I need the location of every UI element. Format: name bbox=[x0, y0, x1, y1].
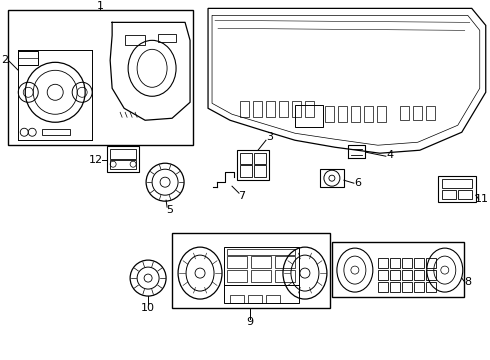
Bar bbox=[377, 106, 386, 122]
Text: 4: 4 bbox=[386, 150, 393, 160]
Bar bbox=[237, 150, 269, 180]
Bar bbox=[254, 153, 266, 164]
Bar bbox=[8, 10, 193, 145]
Bar bbox=[224, 247, 299, 285]
Bar bbox=[248, 295, 262, 303]
Bar bbox=[378, 282, 388, 292]
Bar bbox=[125, 35, 145, 45]
Text: 5: 5 bbox=[167, 205, 173, 215]
Bar bbox=[442, 190, 456, 199]
Bar bbox=[414, 258, 424, 268]
Bar bbox=[414, 270, 424, 280]
Bar bbox=[442, 179, 472, 188]
Bar bbox=[18, 51, 38, 65]
Bar bbox=[227, 270, 247, 282]
Text: 1: 1 bbox=[97, 1, 104, 12]
Bar bbox=[332, 242, 464, 297]
Bar bbox=[295, 105, 323, 127]
Text: 3: 3 bbox=[267, 132, 273, 142]
Bar bbox=[240, 153, 252, 164]
Bar bbox=[42, 129, 70, 135]
Bar bbox=[266, 295, 280, 303]
Bar bbox=[400, 106, 409, 120]
Bar bbox=[426, 270, 436, 280]
Bar bbox=[351, 106, 360, 122]
Bar bbox=[251, 270, 271, 282]
Bar bbox=[338, 106, 347, 122]
Bar bbox=[402, 282, 412, 292]
Bar bbox=[230, 295, 244, 303]
Bar bbox=[227, 249, 295, 255]
Bar bbox=[275, 270, 295, 282]
Bar bbox=[240, 165, 252, 177]
Bar bbox=[107, 146, 139, 172]
Bar bbox=[227, 256, 247, 268]
Bar bbox=[426, 106, 435, 120]
Bar bbox=[253, 101, 262, 117]
Text: 6: 6 bbox=[354, 178, 362, 188]
Bar bbox=[292, 101, 301, 117]
Bar bbox=[254, 165, 266, 177]
Bar bbox=[414, 282, 424, 292]
Text: 9: 9 bbox=[246, 317, 253, 327]
Bar bbox=[378, 270, 388, 280]
Bar bbox=[266, 101, 275, 117]
Text: 2: 2 bbox=[0, 55, 8, 65]
Text: 10: 10 bbox=[141, 303, 155, 313]
Bar bbox=[438, 176, 476, 202]
Text: 11: 11 bbox=[475, 194, 489, 204]
Bar bbox=[240, 101, 249, 117]
Bar bbox=[325, 106, 334, 122]
Bar bbox=[402, 270, 412, 280]
Bar bbox=[279, 101, 288, 117]
Bar bbox=[305, 101, 314, 117]
Bar bbox=[413, 106, 422, 120]
Bar bbox=[390, 282, 400, 292]
Bar bbox=[378, 258, 388, 268]
Bar bbox=[320, 169, 344, 187]
Bar bbox=[364, 106, 373, 122]
Bar bbox=[110, 149, 136, 159]
Bar bbox=[402, 258, 412, 268]
Bar bbox=[390, 258, 400, 268]
Text: 12: 12 bbox=[89, 155, 103, 165]
Bar bbox=[426, 282, 436, 292]
Bar bbox=[390, 270, 400, 280]
Bar bbox=[251, 256, 271, 268]
Text: 8: 8 bbox=[464, 277, 471, 287]
Bar bbox=[224, 285, 299, 303]
Bar bbox=[275, 256, 295, 268]
Bar bbox=[426, 258, 436, 268]
Bar bbox=[158, 34, 176, 42]
Bar bbox=[458, 190, 472, 199]
Bar bbox=[172, 233, 330, 308]
Text: 7: 7 bbox=[239, 191, 245, 201]
Bar bbox=[110, 160, 136, 169]
